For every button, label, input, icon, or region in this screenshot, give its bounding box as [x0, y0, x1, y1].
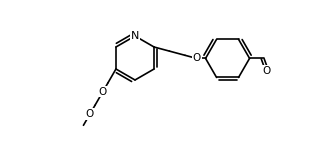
Text: O: O: [263, 66, 271, 76]
Text: O: O: [86, 109, 94, 119]
Text: O: O: [192, 53, 201, 63]
Text: N: N: [131, 31, 139, 41]
Text: O: O: [99, 86, 107, 97]
